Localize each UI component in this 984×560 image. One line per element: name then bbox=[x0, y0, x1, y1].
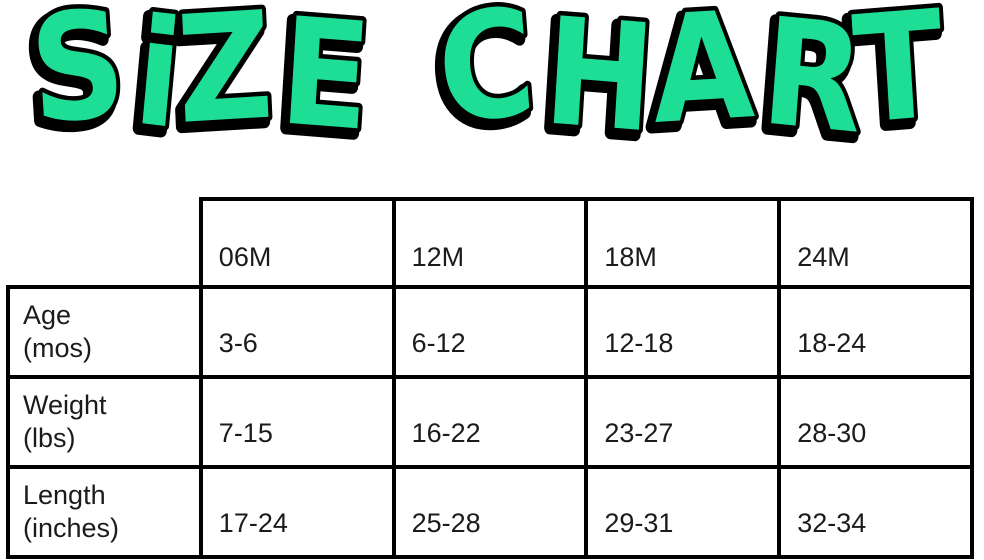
corner-cell bbox=[8, 199, 201, 287]
table-row-length: Length (inches) 17-24 25-28 29-31 32-34 bbox=[6, 465, 974, 559]
column-header-06m: 06M bbox=[198, 197, 396, 289]
length-06m-cell: 17-24 bbox=[198, 465, 396, 559]
size-chart-title-graphic: SiZE CHART SiZE CHART bbox=[14, 0, 953, 170]
length-18m-cell: 29-31 bbox=[584, 465, 782, 559]
weight-06m-cell: 7-15 bbox=[198, 375, 396, 469]
row-label-weight: Weight (lbs) bbox=[6, 375, 203, 469]
row-label-line1: Weight bbox=[23, 390, 107, 420]
row-label-length: Length (inches) bbox=[6, 465, 203, 559]
row-label-line2: (mos) bbox=[23, 333, 92, 363]
page-title-shadow: SiZE CHART bbox=[20, 0, 948, 170]
length-24m-cell: 32-34 bbox=[777, 465, 974, 559]
size-chart-table: 06M 12M 18M 24M Age (mos) 3-6 6-12 12-18… bbox=[6, 197, 974, 559]
age-06m-cell: 3-6 bbox=[198, 285, 396, 379]
header-row: 06M 12M 18M 24M bbox=[8, 197, 974, 289]
weight-12m-cell: 16-22 bbox=[391, 375, 589, 469]
length-12m-cell: 25-28 bbox=[391, 465, 589, 559]
column-header-24m: 24M bbox=[777, 197, 974, 289]
age-18m-cell: 12-18 bbox=[584, 285, 782, 379]
row-label-line2: (lbs) bbox=[23, 423, 76, 453]
weight-18m-cell: 23-27 bbox=[584, 375, 782, 469]
column-header-18m: 18M bbox=[584, 197, 782, 289]
table-row-age: Age (mos) 3-6 6-12 12-18 18-24 bbox=[6, 285, 974, 379]
age-12m-cell: 6-12 bbox=[391, 285, 589, 379]
age-24m-cell: 18-24 bbox=[777, 285, 974, 379]
weight-24m-cell: 28-30 bbox=[777, 375, 974, 469]
row-label-line1: Length bbox=[23, 480, 106, 510]
table-row-weight: Weight (lbs) 7-15 16-22 23-27 28-30 bbox=[6, 375, 974, 469]
row-label-age: Age (mos) bbox=[6, 285, 203, 379]
column-header-12m: 12M bbox=[391, 197, 589, 289]
row-label-line2: (inches) bbox=[23, 513, 120, 543]
page-title: SiZE CHART bbox=[24, 0, 952, 165]
row-label-line1: Age bbox=[23, 300, 72, 330]
